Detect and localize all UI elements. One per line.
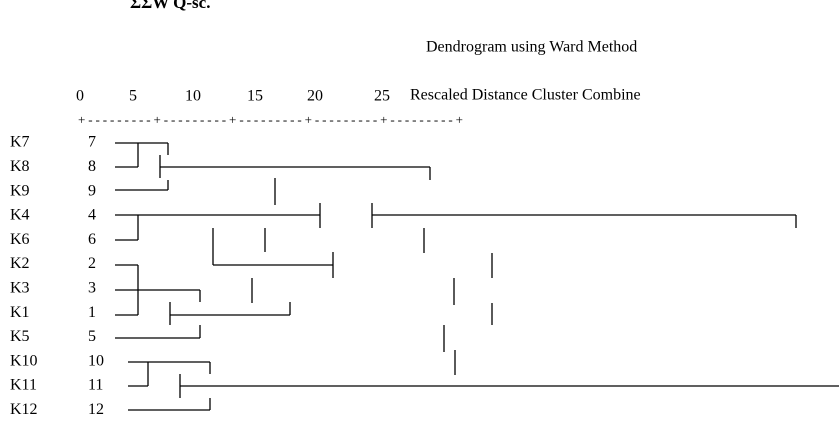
scale-label: 15 <box>247 88 263 105</box>
row-number: 1 <box>88 304 96 321</box>
row-label: K9 <box>10 182 30 199</box>
scale-label: 0 <box>76 88 84 105</box>
row-label: K6 <box>10 231 30 248</box>
row-label: K8 <box>10 158 30 175</box>
row-number: 11 <box>88 377 103 394</box>
scale-label: 20 <box>307 88 323 105</box>
dendrogram-links <box>115 142 839 411</box>
row-label: K7 <box>10 134 30 151</box>
row-number: 8 <box>88 158 96 175</box>
row-number: 4 <box>88 207 96 224</box>
row-label: K12 <box>10 401 38 418</box>
row-number: 3 <box>88 279 96 296</box>
row-number: 9 <box>88 182 96 199</box>
scale-label: 25 <box>374 88 390 105</box>
row-label: K2 <box>10 255 30 272</box>
row-number: 10 <box>88 352 104 369</box>
row-label: K11 <box>10 377 37 394</box>
row-number: 12 <box>88 401 104 418</box>
row-label: K10 <box>10 352 38 369</box>
ruler: +---------+---------+---------+---------… <box>78 112 463 127</box>
row-label: K5 <box>10 328 30 345</box>
row-number: 2 <box>88 255 96 272</box>
row-number: 7 <box>88 134 96 151</box>
scale-label: 10 <box>185 88 201 105</box>
row-number: 6 <box>88 231 96 248</box>
row-number: 5 <box>88 328 96 345</box>
title: Dendrogram using Ward Method <box>426 39 637 56</box>
subtitle: Rescaled Distance Cluster Combine <box>410 87 641 104</box>
header-fragment: ΣΣW Q-sc. <box>130 0 210 12</box>
row-label: K1 <box>10 304 30 321</box>
row-label: K3 <box>10 279 30 296</box>
scale-label: 5 <box>129 88 137 105</box>
row-label: K4 <box>10 207 30 224</box>
